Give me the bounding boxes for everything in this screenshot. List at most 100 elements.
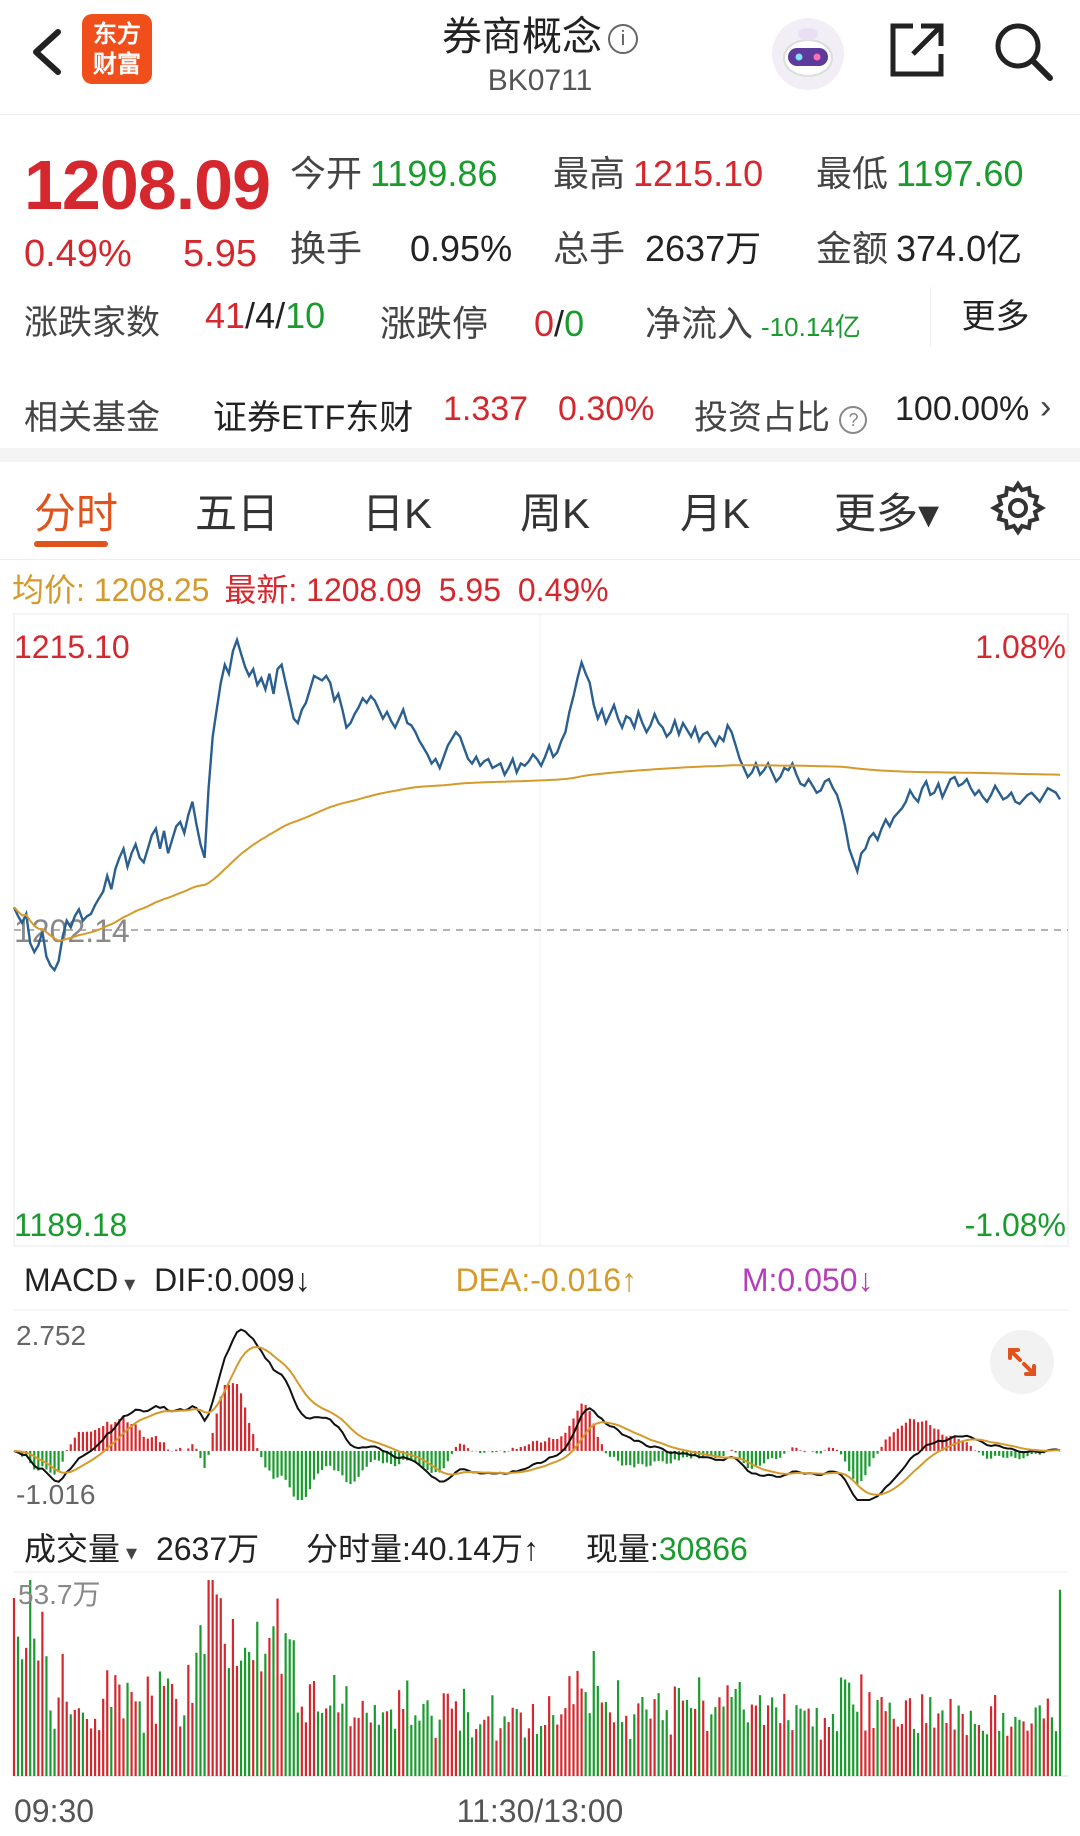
turnover-value: 0.95% [410, 228, 513, 269]
title-text: 券商概念 [442, 15, 602, 59]
high-label: 最高 [553, 153, 626, 194]
price-axis-top: 1215.10 [14, 629, 130, 665]
fund-ratio-label: 投资占比 [694, 399, 830, 437]
page-title: 券商概念 i [0, 4, 1080, 62]
limit-sep: / [554, 303, 565, 344]
avg-price-series-line [13, 764, 1061, 942]
fund-ratio: 100.00% [895, 390, 1030, 428]
volume-minute: 分时量:40.14万↑ [306, 1531, 540, 1567]
breadth-label: 涨跌家数 [24, 304, 160, 342]
high-value: 1215.10 [633, 153, 764, 194]
pct-axis-top: 1.08% [975, 629, 1066, 665]
change-percent: 0.49% [24, 233, 132, 275]
avg-value: 1208.25 [93, 572, 210, 608]
limit-field: 涨跌停 0/0 [380, 295, 584, 347]
turnover-label: 换手 [290, 228, 363, 269]
breadth-sep-1: / [245, 295, 256, 336]
breadth-field: 涨跌家数 [24, 295, 160, 344]
latest-label: 最新: [224, 572, 298, 608]
macd-layer [13, 1328, 1062, 1501]
intraday-chart[interactable]: 1215.10 1.08% 1202.14 1189.18 -1.08% 2.7… [0, 610, 1080, 1836]
time-axis-mid: 11:30/13:00 [457, 1793, 624, 1829]
tab-weekly-k[interactable]: 周K [520, 490, 591, 537]
tab-intraday[interactable]: 分时 [34, 490, 119, 537]
help-icon[interactable]: ? [839, 406, 868, 435]
macd-dea: DEA:-0.016↑ [455, 1262, 637, 1298]
price-axis-bottom: 1189.18 [14, 1207, 127, 1243]
dropdown-arrow-icon[interactable]: ▾ [124, 1271, 136, 1296]
period-tabs: 分时 五日 日K 周K 月K 更多▾ [0, 462, 1080, 560]
tab-daily-k[interactable]: 日K [362, 490, 433, 537]
breadth-values: 41/4/10 [205, 295, 325, 337]
macd-label[interactable]: MACD [24, 1262, 119, 1298]
volume-field: 总手 2637万 [553, 220, 761, 272]
tab-monthly-k[interactable]: 月K [680, 490, 751, 537]
chevron-right-icon: › [1040, 388, 1052, 426]
fund-label: 相关基金 [24, 399, 160, 437]
section-divider [0, 448, 1080, 462]
info-icon[interactable]: i [608, 24, 638, 55]
quote-panel: 1208.09 0.49% 5.95 今开 1199.86 最高 1215.10 最… [0, 115, 1080, 450]
price-layer [12, 636, 1062, 973]
netflow-field: 净流入 -10.14亿 [645, 295, 861, 347]
macd-m: M:0.050↓ [741, 1262, 874, 1298]
logo-text-2: 财富 [93, 51, 141, 78]
price-line [12, 636, 1062, 973]
dropdown-arrow-icon[interactable]: ▾ [126, 1540, 138, 1565]
avg-label: 均价: [12, 572, 85, 608]
turnover-field: 换手 0.95% [290, 220, 512, 272]
time-axis-start: 09:30 [14, 1793, 94, 1829]
tab-more[interactable]: 更多▾ [834, 490, 940, 537]
assistant-robot-icon[interactable] [770, 16, 846, 92]
limit-down: 0 [564, 303, 585, 344]
share-icon[interactable] [885, 18, 949, 82]
volume-label: 总手 [553, 228, 626, 269]
volume-now: 30866 [658, 1531, 748, 1567]
open-field: 今开 1199.86 [290, 145, 497, 197]
breadth-sep-2: / [275, 295, 286, 336]
open-value: 1199.86 [370, 153, 498, 194]
more-quote-button[interactable]: 更多 [930, 287, 1060, 347]
amount-field: 金额 374.0亿 [816, 220, 1022, 272]
fund-name: 证券ETF东财 [213, 399, 414, 437]
expand-chart-button[interactable] [990, 1330, 1054, 1394]
price-axis-base: 1202.14 [14, 913, 130, 949]
breadth-down: 10 [285, 295, 326, 336]
low-field: 最低 1197.60 [816, 145, 1023, 197]
volume-total: 2637万 [155, 1531, 260, 1567]
limit-label: 涨跌停 [380, 303, 489, 344]
tab-five-day[interactable]: 五日 [195, 490, 280, 537]
netflow-label: 净流入 [645, 303, 754, 344]
volume-value: 2637万 [645, 228, 762, 269]
high-field: 最高 1215.10 [553, 145, 763, 197]
last-price: 1208.09 [24, 146, 271, 224]
avg-price-line: 均价: 1208.25 最新: 1208.09 5.95 0.49% [12, 565, 609, 611]
related-fund-row[interactable]: 相关基金 证券ETF东财 1.337 0.30% 投资占比 ? 100.00% … [0, 370, 1080, 450]
open-label: 今开 [290, 153, 363, 194]
gear-icon[interactable] [990, 480, 1046, 536]
fund-pct: 0.30% [558, 390, 655, 428]
volume-layer [12, 1580, 1062, 1776]
expand-icon [1008, 1348, 1036, 1376]
logo-text-1: 东方 [93, 21, 141, 48]
search-icon[interactable] [990, 18, 1056, 84]
top-header: 东方 财富 券商概念 i BK0711 [0, 0, 1080, 115]
macd-dif-line [13, 1328, 1061, 1501]
macd-axis-top: 2.752 [16, 1320, 86, 1351]
amount-label: 金额 [816, 228, 889, 269]
volume-axis-top: 53.7万 [18, 1579, 101, 1610]
low-label: 最低 [816, 153, 889, 194]
board-code: BK0711 [487, 64, 593, 97]
breadth-up: 41 [205, 295, 246, 336]
macd-dea-line [13, 1346, 1060, 1496]
breadth-flat: 4 [255, 295, 276, 336]
fund-ratio-label-wrap: 投资占比 ? [694, 390, 868, 439]
back-arrow-icon[interactable] [22, 22, 72, 82]
volume-now-label: 现量: [585, 1531, 659, 1567]
macd-header[interactable]: MACD ▾ DIF:0.009↓ DEA:-0.016↑ M:0.050↓ [24, 1262, 874, 1299]
volume-label[interactable]: 成交量 [24, 1531, 121, 1567]
change-amount: 5.95 [183, 233, 257, 275]
app-logo: 东方 财富 [82, 14, 152, 84]
volume-header[interactable]: 成交量 ▾ 2637万 分时量:40.14万↑ 现量:30866 [24, 1524, 748, 1570]
fund-price: 1.337 [443, 390, 529, 428]
